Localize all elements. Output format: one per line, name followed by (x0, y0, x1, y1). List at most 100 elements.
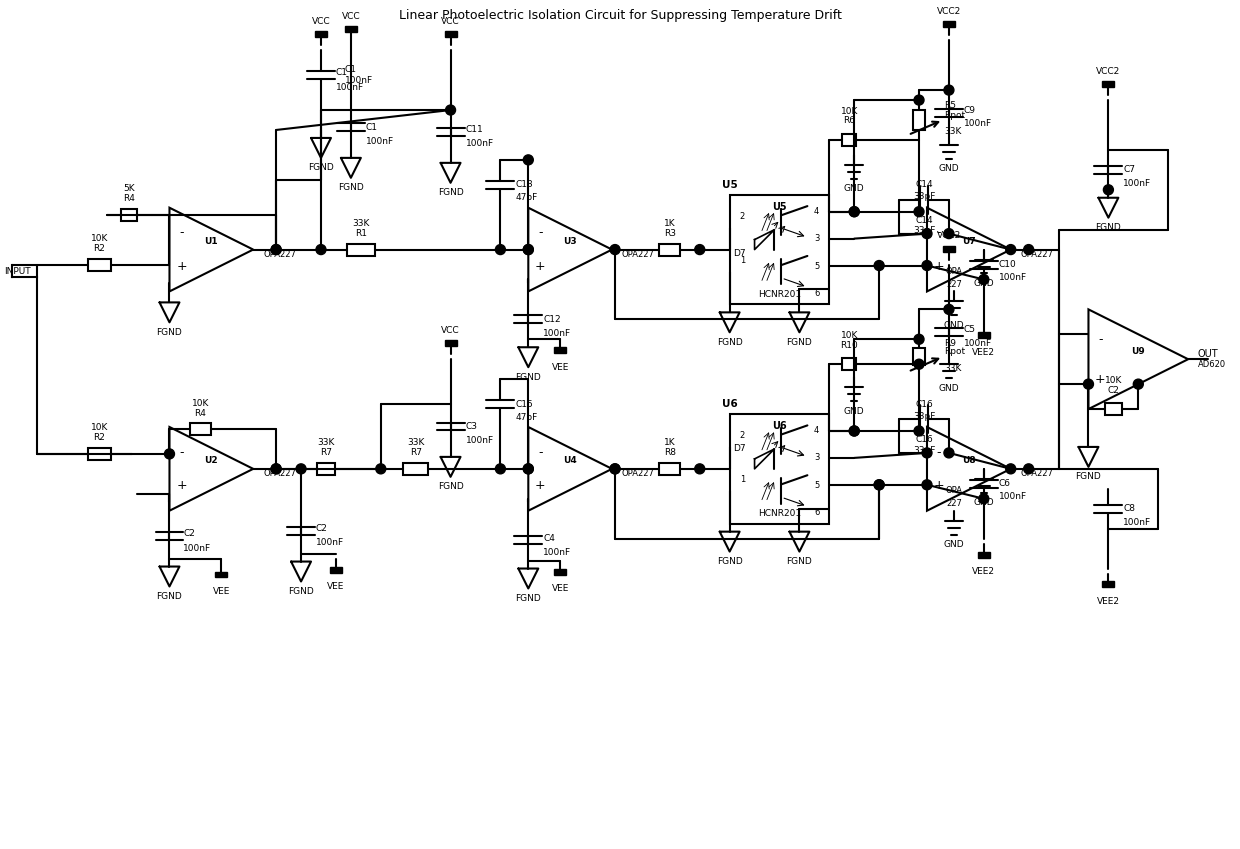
Bar (554, 569, 567, 575)
Text: -: - (936, 227, 941, 239)
Text: 10K: 10K (841, 331, 858, 340)
Text: C14: C14 (915, 180, 932, 189)
Text: VCC: VCC (341, 12, 360, 21)
Text: C13: C13 (516, 180, 533, 189)
Text: GND: GND (844, 184, 864, 194)
Text: 100nF: 100nF (366, 138, 394, 146)
Text: VEE: VEE (327, 582, 345, 591)
Text: U1: U1 (205, 237, 218, 246)
Text: C10: C10 (998, 260, 1017, 269)
Circle shape (874, 261, 884, 271)
Text: U7: U7 (962, 237, 976, 246)
Text: HCNR201: HCNR201 (758, 509, 801, 518)
Text: C14
33pF: C14 33pF (913, 216, 935, 235)
Text: C7: C7 (1123, 166, 1136, 174)
Text: 2: 2 (739, 212, 745, 222)
Text: VCC2: VCC2 (1096, 67, 1121, 76)
Text: 100nF: 100nF (1123, 518, 1152, 527)
Bar (842, 134, 857, 146)
Text: 100nF: 100nF (465, 139, 494, 149)
Bar (942, 21, 955, 27)
Text: OPA227: OPA227 (622, 469, 655, 478)
Text: 33K: 33K (352, 219, 370, 228)
Text: FGND: FGND (288, 587, 314, 596)
Bar (403, 463, 428, 475)
Text: FGND: FGND (339, 183, 363, 192)
Text: 1K: 1K (665, 438, 676, 447)
Bar (315, 31, 327, 37)
Text: R7: R7 (320, 448, 332, 458)
Text: VCC: VCC (441, 326, 460, 335)
Circle shape (944, 228, 954, 239)
Text: C9: C9 (963, 105, 976, 115)
Text: 4: 4 (815, 206, 820, 216)
Text: 33K: 33K (944, 364, 961, 374)
Text: -: - (180, 227, 184, 239)
Text: 100nF: 100nF (998, 492, 1027, 501)
Text: U3: U3 (563, 237, 577, 246)
Circle shape (914, 335, 924, 344)
Circle shape (694, 464, 704, 474)
Text: C2: C2 (316, 524, 327, 533)
Text: FGND: FGND (1075, 472, 1101, 481)
Circle shape (849, 426, 859, 436)
Text: FGND: FGND (308, 163, 334, 172)
Bar (729, 414, 830, 524)
Bar (345, 26, 357, 32)
Text: R10: R10 (841, 340, 858, 350)
Text: 100nF: 100nF (543, 329, 572, 338)
Text: R9: R9 (944, 339, 956, 347)
Circle shape (694, 245, 704, 255)
Text: OPA227: OPA227 (622, 250, 655, 259)
Text: +: + (534, 479, 546, 492)
Text: Rpot: Rpot (944, 347, 965, 357)
Text: 4: 4 (815, 426, 820, 435)
Circle shape (944, 448, 954, 458)
Circle shape (272, 245, 281, 255)
Text: 47pF: 47pF (516, 194, 538, 202)
Bar (88, 259, 110, 271)
Bar (122, 209, 136, 221)
Circle shape (496, 464, 506, 474)
Text: 2: 2 (739, 431, 745, 441)
Text: GND: GND (844, 407, 864, 415)
Text: 10K: 10K (91, 234, 108, 243)
Text: 47pF: 47pF (516, 413, 538, 421)
Circle shape (296, 464, 306, 474)
Bar (978, 552, 990, 558)
Text: R3: R3 (663, 229, 676, 238)
Circle shape (944, 305, 954, 314)
Text: 1: 1 (739, 256, 745, 265)
Text: +: + (534, 260, 546, 273)
Text: 100nF: 100nF (465, 436, 494, 446)
Text: FGND: FGND (786, 557, 812, 566)
Text: 100nF: 100nF (963, 120, 992, 128)
Text: 33pF: 33pF (913, 192, 935, 201)
Text: C8: C8 (1123, 504, 1136, 514)
Text: VEE: VEE (552, 363, 569, 372)
Bar (660, 244, 681, 256)
Circle shape (610, 464, 620, 474)
Text: 10K: 10K (91, 424, 108, 432)
Circle shape (1024, 245, 1034, 255)
Text: Rpot: Rpot (944, 110, 965, 120)
Bar (1105, 403, 1122, 415)
Circle shape (445, 105, 455, 115)
Text: 100nF: 100nF (316, 538, 345, 547)
Text: FGND: FGND (516, 594, 541, 603)
Text: 10K: 10K (192, 398, 210, 408)
Text: VEE2: VEE2 (972, 348, 996, 357)
Text: C16: C16 (915, 400, 932, 408)
Text: C2: C2 (184, 529, 196, 538)
Circle shape (272, 464, 281, 474)
Text: 5K: 5K (123, 184, 135, 194)
Circle shape (496, 245, 506, 255)
Text: U9: U9 (1131, 346, 1146, 356)
Text: 33pF: 33pF (913, 412, 935, 420)
Text: GND: GND (973, 279, 994, 288)
Bar (445, 340, 456, 346)
Text: U6: U6 (773, 421, 787, 431)
Text: R8: R8 (663, 448, 676, 458)
Text: 10K: 10K (841, 106, 858, 115)
Text: R7: R7 (409, 448, 422, 458)
